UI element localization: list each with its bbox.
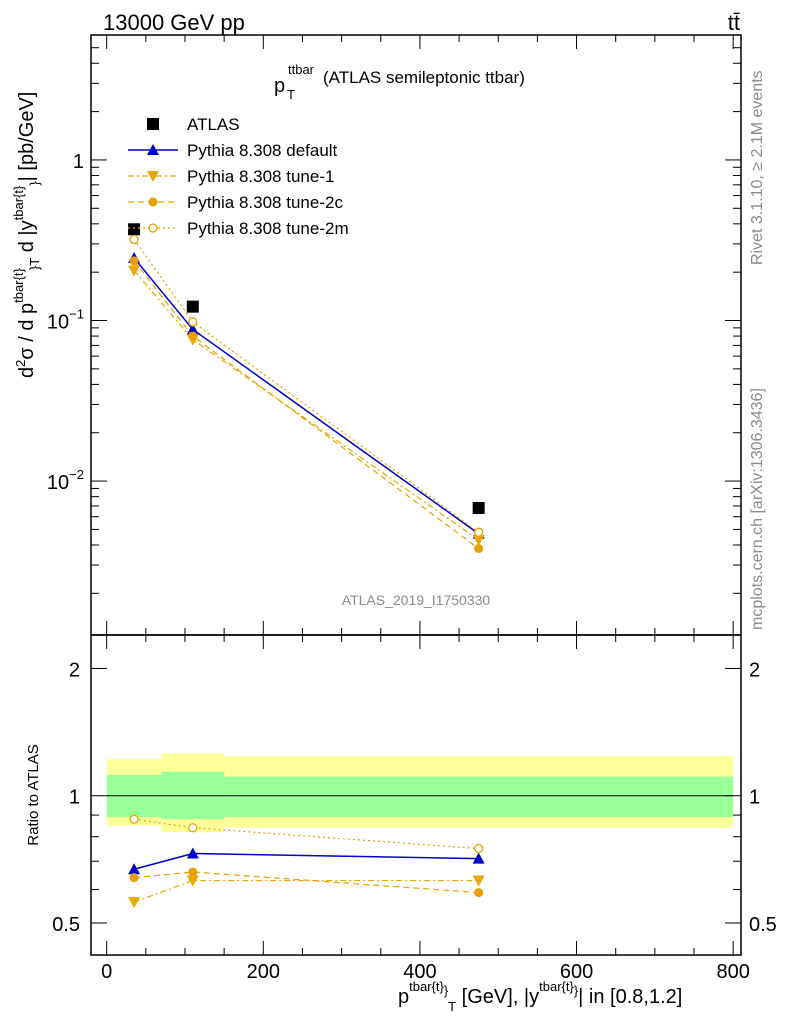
series-line-1 [133, 879, 479, 903]
data-point-2-2 [472, 534, 485, 546]
data-point-1-2 [472, 875, 485, 887]
series-line-4 [133, 239, 480, 533]
legend-label-2: Pythia 8.308 tune-1 [187, 167, 334, 186]
data-point-3-2 [474, 843, 484, 854]
rivet-label: Rivet 3.1.10, ≥ 2.1M events [749, 70, 766, 265]
data-point-4-0 [129, 234, 139, 245]
y-tick-label-ratio-left: 2 [69, 659, 80, 681]
series-line-1 [133, 257, 480, 535]
x-tick-label: 800 [716, 961, 749, 983]
x-tick-label: 0 [101, 961, 112, 983]
data-point-2-1 [188, 867, 198, 877]
data-point-2-2 [474, 888, 484, 898]
x-tick-label: 200 [247, 961, 280, 983]
y-tick-label-ratio-left: 0.5 [52, 914, 80, 936]
analysis-watermark: ATLAS_2019_I1750330 [342, 592, 491, 608]
data-point-3-1 [188, 823, 198, 833]
legend-marker-2 [147, 171, 159, 182]
data-point-0-2 [472, 852, 485, 864]
data-point-0-1 [186, 300, 199, 313]
y-tick-label-ratio-right: 1 [749, 787, 760, 809]
series-line-2 [133, 270, 479, 541]
series-line-0 [133, 852, 479, 870]
data-point-0-0 [128, 863, 141, 875]
legend-label-1: Pythia 8.308 default [187, 141, 338, 160]
data-point-0-1 [186, 847, 199, 859]
x-axis-label: ptbar{t}}T [GeV], |ytbar{t}}| in [0.8,1.… [398, 979, 682, 1014]
x-tick-label: 400 [403, 961, 436, 983]
y-tick-label-main: 10−2 [47, 467, 84, 494]
band-inner-2 [224, 776, 734, 818]
y-tick-label-ratio-left: 1 [69, 787, 80, 809]
y-axis-label-ratio: Ratio to ATLAS [25, 744, 42, 845]
title-main: p [274, 75, 285, 97]
svg-text:ptbar{t}}T [GeV], |ytbar{t}}|: ptbar{t}}T [GeV], |ytbar{t}}| in [0.8,1.… [398, 979, 682, 1014]
title-sup: ttbar [288, 62, 315, 77]
x-tick-label: 600 [560, 961, 593, 983]
legend-marker-1 [147, 144, 159, 155]
data-point-3-2 [474, 544, 484, 554]
legend: ATLAS Pythia 8.308 default Pythia 8.308 tu… [128, 115, 349, 238]
ratio-series [128, 814, 485, 909]
y-tick-label-main: 1 [73, 151, 84, 173]
data-point-2-0 [128, 265, 141, 277]
y-tick-label-ratio-right: 0.5 [749, 914, 777, 936]
header-left: 13000 GeV pp [103, 10, 245, 35]
ratio-uncertainty-bands [106, 753, 734, 833]
data-point-0-0 [128, 223, 141, 236]
series-line-3 [133, 818, 479, 850]
data-point-4-2 [474, 527, 484, 537]
y-tick-label-ratio-right: 2 [749, 659, 760, 681]
plot-title: p ttbar T (ATLAS semileptonic ttbar) [274, 62, 525, 102]
data-point-0-2 [472, 501, 485, 514]
data-point-3-0 [129, 814, 139, 824]
data-point-3-0 [129, 256, 139, 266]
header-right: tt̄ [728, 10, 740, 35]
data-point-1-0 [128, 897, 141, 909]
data-point-4-1 [188, 317, 198, 327]
svg-text:d2σ / d ptbar{t}}T d |ytbar{t}: d2σ / d ptbar{t}}T d |ytbar{t}}| [pb/GeV… [11, 92, 42, 378]
main-series [128, 223, 485, 554]
legend-marker-0 [147, 118, 159, 130]
tick-labels: 10−2 10−1 1 0.5 0.5 1 1 2 2 0 200 400 600 800 [47, 151, 777, 983]
legend-marker-3 [148, 197, 158, 207]
data-point-2-0 [129, 873, 139, 883]
axis-ticks [91, 34, 741, 955]
data-point-3-1 [188, 331, 198, 341]
data-point-1-1 [186, 875, 199, 887]
ratio-frame [90, 634, 742, 956]
legend-marker-4 [148, 223, 158, 233]
y-axis-label-main: d2σ / d ptbar{t}}T d |ytbar{t}}| [pb/GeV… [11, 92, 42, 378]
legend-label-0: ATLAS [187, 115, 240, 134]
legend-label-3: Pythia 8.308 tune-2c [187, 193, 343, 212]
legend-label-4: Pythia 8.308 tune-2m [187, 219, 349, 238]
mcplots-label: mcplots.cern.ch [arXiv:1306.3436] [749, 388, 766, 630]
title-sub: T [287, 87, 295, 102]
y-tick-label-main: 10−1 [47, 307, 84, 334]
title-rest: (ATLAS semileptonic ttbar) [323, 68, 525, 87]
series-line-2 [134, 871, 479, 894]
